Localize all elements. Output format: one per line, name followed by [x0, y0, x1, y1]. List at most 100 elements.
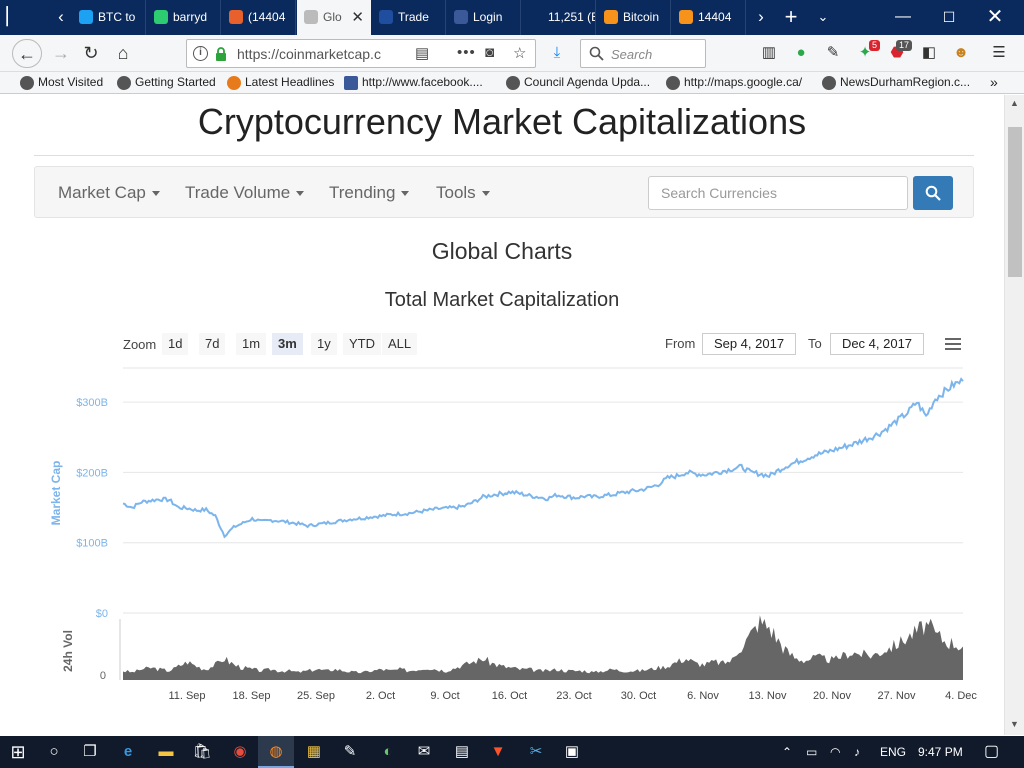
- search-bar[interactable]: Search: [580, 39, 706, 68]
- browser-tab[interactable]: 14404: [672, 0, 746, 35]
- browser-tab[interactable]: Login: [447, 0, 521, 35]
- file-explorer-icon[interactable]: ▬: [158, 743, 174, 760]
- photos-icon[interactable]: ▣: [564, 743, 580, 760]
- nav-market-cap[interactable]: Market Cap: [58, 183, 160, 203]
- to-date-input[interactable]: Dec 4, 2017: [830, 333, 924, 355]
- bookmark-item[interactable]: NewsDurhamRegion.c...: [822, 75, 971, 90]
- nav-tools[interactable]: Tools: [436, 183, 490, 203]
- browser-tab[interactable]: (14404: [222, 0, 296, 35]
- scroll-up-icon[interactable]: ▲: [1010, 98, 1019, 108]
- zoom-button[interactable]: 3m: [272, 333, 303, 355]
- zoom-button[interactable]: ALL: [382, 333, 418, 355]
- clock[interactable]: 9:47 PM: [918, 745, 963, 759]
- bookmark-item[interactable]: Council Agenda Upda...: [506, 75, 650, 90]
- browser-tab[interactable]: Bitcoin: [597, 0, 671, 35]
- browser-tab[interactable]: barryd: [147, 0, 221, 35]
- scroll-tabs-right-icon[interactable]: ›: [758, 7, 764, 26]
- page-content: Cryptocurrency Market Capitalizations Ma…: [0, 95, 1004, 735]
- zoom-button[interactable]: 1d: [162, 333, 189, 355]
- bookmark-item[interactable]: http://www.facebook....: [344, 75, 483, 90]
- language-indicator[interactable]: ENG: [880, 745, 907, 759]
- pocket-icon[interactable]: ◙: [485, 44, 495, 61]
- scroll-tabs-left-icon[interactable]: ‹: [58, 7, 64, 26]
- zoom-button[interactable]: 7d: [199, 333, 226, 355]
- new-tab-icon[interactable]: +: [784, 4, 798, 29]
- chrome-icon[interactable]: ◉: [233, 743, 247, 760]
- bookmark-label: NewsDurhamRegion.c...: [840, 75, 971, 89]
- brave-icon[interactable]: ▼: [490, 743, 506, 760]
- cortana-search-icon[interactable]: ○: [49, 743, 59, 760]
- edge-icon[interactable]: e: [123, 743, 133, 760]
- close-tab-icon[interactable]: ✕: [351, 9, 364, 26]
- browser-tab[interactable]: BTC to: [72, 0, 146, 35]
- firefox-icon[interactable]: ◍: [258, 736, 294, 768]
- scrollbar-thumb[interactable]: [1008, 127, 1022, 277]
- sidebar-icon[interactable]: ◧: [921, 44, 937, 61]
- from-date-input[interactable]: Sep 4, 2017: [702, 333, 796, 355]
- x-tick-label: 9. Oct: [430, 690, 459, 702]
- close-window-icon[interactable]: ✕: [986, 6, 1004, 28]
- minimize-icon[interactable]: —: [895, 8, 911, 25]
- x-tick-label: 13. Nov: [749, 690, 787, 702]
- tab-overflow-left-icon[interactable]: ▏: [6, 7, 20, 26]
- extension-icon[interactable]: ✦ 5: [856, 40, 880, 62]
- nav-trending[interactable]: Trending: [329, 183, 410, 203]
- windows-start-icon[interactable]: ⊞: [10, 742, 26, 762]
- zoom-button[interactable]: 1y: [311, 333, 337, 355]
- url-text[interactable]: https://coinmarketcap.c: [237, 46, 381, 62]
- back-button[interactable]: ←: [12, 39, 42, 68]
- zoom-button[interactable]: 1m: [236, 333, 267, 355]
- globe-app-icon[interactable]: ◐: [383, 743, 393, 760]
- paint-icon[interactable]: ✎: [343, 743, 357, 760]
- reload-button[interactable]: ↻: [83, 43, 99, 63]
- app-grid-icon[interactable]: ▦: [306, 743, 322, 760]
- y-tick-label: $300B: [76, 397, 108, 409]
- chart-context-menu-icon[interactable]: [945, 338, 961, 352]
- mail-icon[interactable]: ✉: [417, 743, 431, 760]
- volume-icon[interactable]: ♪: [854, 745, 860, 759]
- favicon-icon: [79, 10, 93, 24]
- library-icon[interactable]: ▥: [761, 44, 777, 61]
- task-view-icon[interactable]: ❐: [83, 743, 97, 760]
- adblock-icon[interactable]: ⬣ 17: [888, 40, 912, 62]
- zoom-button[interactable]: YTD: [343, 333, 381, 355]
- site-info-icon[interactable]: i: [193, 46, 208, 61]
- browser-tab[interactable]: Glo ✕: [297, 0, 371, 35]
- x-tick-label: 18. Sep: [233, 690, 271, 702]
- x-tick-label: 25. Sep: [297, 690, 335, 702]
- browser-tab[interactable]: Trade: [372, 0, 446, 35]
- downloads-icon[interactable]: ⤓: [553, 44, 561, 61]
- browser-tab[interactable]: 11,251 (BTC: [522, 0, 596, 35]
- volume-tick-label: 0: [100, 670, 106, 682]
- tab-label: BTC to: [98, 10, 136, 24]
- bookmark-item[interactable]: Latest Headlines: [227, 75, 334, 90]
- page-actions-icon[interactable]: •••: [457, 44, 476, 61]
- eyedropper-icon[interactable]: ✎: [826, 44, 840, 61]
- battery-icon[interactable]: ▭: [806, 745, 818, 759]
- bookmark-item[interactable]: Getting Started: [117, 75, 216, 90]
- bookmark-item[interactable]: Most Visited: [20, 75, 103, 90]
- bookmarks-overflow-icon[interactable]: »: [990, 74, 998, 90]
- scroll-down-icon[interactable]: ▼: [1010, 719, 1019, 729]
- address-bar[interactable]: i https://coinmarketcap.c ▤ ••• ◙ ☆: [186, 39, 536, 68]
- snipping-tool-icon[interactable]: ✂: [529, 743, 543, 760]
- reader-view-icon[interactable]: ▤: [415, 45, 430, 62]
- maximize-icon[interactable]: ☐: [942, 9, 956, 25]
- action-center-icon[interactable]: ▢: [984, 743, 1000, 760]
- nav-trade-volume[interactable]: Trade Volume: [185, 183, 305, 203]
- forward-button[interactable]: →: [52, 43, 70, 63]
- page-scrollbar[interactable]: ▲ ▼: [1004, 95, 1024, 735]
- wifi-icon[interactable]: ◠: [830, 745, 841, 759]
- calculator-icon[interactable]: ▤: [454, 743, 470, 760]
- show-hidden-icons[interactable]: ⌃: [782, 745, 793, 759]
- store-icon[interactable]: 🛍: [192, 743, 212, 760]
- monkey-extension-icon[interactable]: ☻: [953, 44, 969, 61]
- bookmark-star-icon[interactable]: ☆: [513, 45, 527, 62]
- home-button[interactable]: ⌂: [117, 43, 129, 63]
- bookmark-item[interactable]: http://maps.google.ca/: [666, 75, 802, 90]
- grammarly-icon[interactable]: ●: [796, 44, 806, 61]
- list-tabs-icon[interactable]: ⌄: [817, 9, 829, 24]
- search-currencies-input[interactable]: Search Currencies: [648, 176, 908, 210]
- hamburger-menu-icon[interactable]: ☰: [992, 44, 1006, 61]
- search-currencies-button[interactable]: [913, 176, 953, 210]
